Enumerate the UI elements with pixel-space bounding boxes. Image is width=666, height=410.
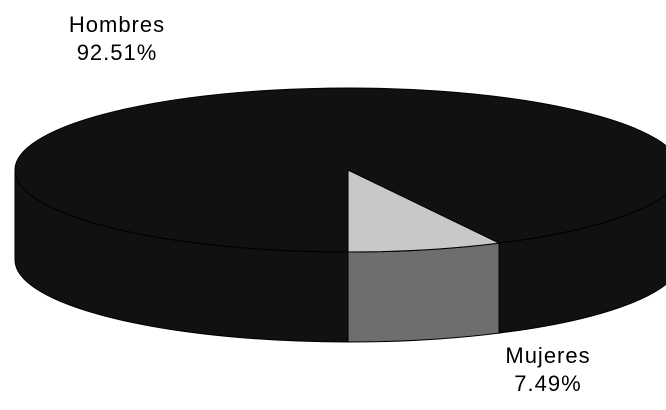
slice-top-hombres — [14, 87, 666, 253]
slice-side-mujeres — [347, 242, 500, 343]
label-mujeres-name: Mujeres — [505, 343, 591, 368]
label-hombres: Hombres 92.51% — [52, 11, 182, 67]
label-hombres-value: 92.51% — [76, 40, 158, 65]
label-mujeres-value: 7.49% — [514, 371, 582, 396]
label-hombres-name: Hombres — [68, 12, 166, 37]
label-mujeres: Mujeres 7.49% — [488, 342, 608, 398]
slice-top-mujeres — [347, 169, 501, 253]
